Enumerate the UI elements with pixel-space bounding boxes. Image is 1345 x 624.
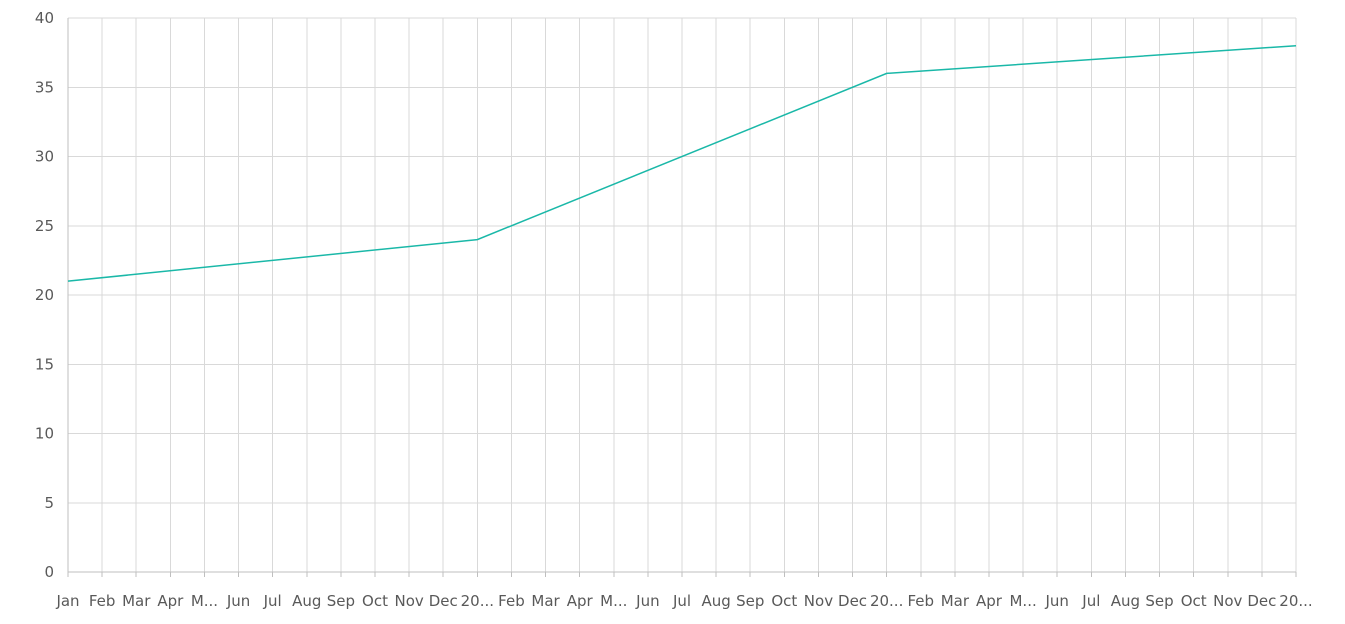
series-layer <box>67 44 1297 282</box>
x-tick-label: Nov <box>394 592 423 610</box>
x-tick-label: Nov <box>804 592 833 610</box>
x-tick-label: M... <box>191 592 218 610</box>
x-tick-label: Aug <box>292 592 321 610</box>
x-tick-label: Apr <box>976 592 1003 610</box>
x-tick-label: Oct <box>1181 592 1207 610</box>
x-tick-label: Jul <box>1081 592 1100 610</box>
x-tick-label: Dec <box>838 592 867 610</box>
x-tick-label: Sep <box>327 592 355 610</box>
x-tick-label: 20... <box>461 592 494 610</box>
x-tick-label: 20... <box>1279 592 1312 610</box>
y-tick-label: 20 <box>35 286 54 304</box>
series-line <box>67 44 1297 282</box>
y-tick-label: 10 <box>35 425 54 443</box>
x-tick-label: M... <box>1009 592 1036 610</box>
x-tick-label: Oct <box>771 592 797 610</box>
x-tick-label: Aug <box>1111 592 1140 610</box>
axes <box>67 18 1297 577</box>
x-tick-label: Dec <box>429 592 458 610</box>
x-tick-label: Jul <box>672 592 691 610</box>
x-tick-label: Oct <box>362 592 388 610</box>
y-tick-label: 15 <box>35 355 54 373</box>
x-tick-label: M... <box>600 592 627 610</box>
y-tick-label: 0 <box>44 563 54 581</box>
x-tick-label: Nov <box>1213 592 1242 610</box>
x-tick-label: Jun <box>1045 592 1069 610</box>
x-tick-label: Feb <box>89 592 116 610</box>
x-tick-label: Mar <box>941 592 970 610</box>
x-tick-label: Sep <box>1145 592 1173 610</box>
y-tick-label: 30 <box>35 148 54 166</box>
tick-labels: 0 5 10 15 20 25 30 35 40 Jan Feb Mar Apr M... Jun Jul Au… <box>35 9 1313 610</box>
x-tick-label: Mar <box>531 592 560 610</box>
x-tick-label: Sep <box>736 592 764 610</box>
x-tick-label: Jan <box>55 592 79 610</box>
y-tick-label: 5 <box>44 494 54 512</box>
x-tick-label: Jun <box>226 592 250 610</box>
x-tick-label: Aug <box>701 592 730 610</box>
x-tick-label: Mar <box>122 592 151 610</box>
x-tick-label: Feb <box>498 592 525 610</box>
x-tick-label: Feb <box>907 592 934 610</box>
y-tick-label: 35 <box>35 78 54 96</box>
x-tick-label: 20... <box>870 592 903 610</box>
y-tick-label: 40 <box>35 9 54 27</box>
y-tick-label: 25 <box>35 217 54 235</box>
x-tick-label: Dec <box>1247 592 1276 610</box>
grid <box>67 17 1297 573</box>
x-tick-label: Jul <box>263 592 282 610</box>
x-tick-label: Apr <box>567 592 594 610</box>
x-tick-label: Apr <box>157 592 184 610</box>
x-tick-label: Jun <box>635 592 659 610</box>
